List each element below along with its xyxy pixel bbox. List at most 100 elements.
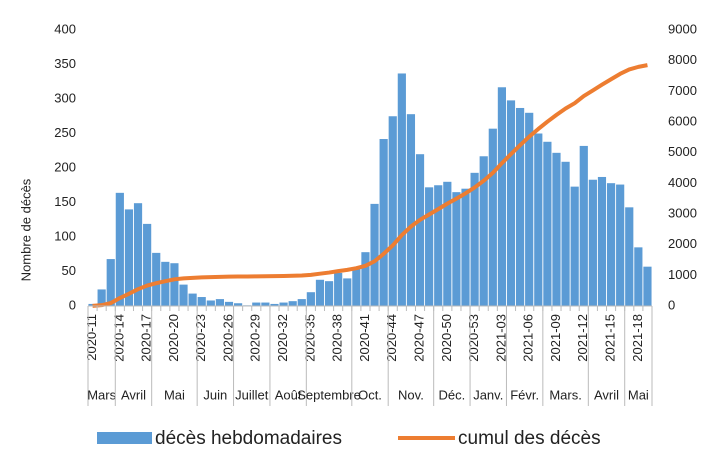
bar xyxy=(215,299,224,306)
bar xyxy=(643,266,652,306)
bar xyxy=(324,281,334,306)
x-tick-label: 2020-53 xyxy=(466,314,481,362)
bar xyxy=(224,301,234,306)
x-tick-label: 2021-18 xyxy=(630,314,645,362)
bar xyxy=(361,252,370,306)
bar xyxy=(516,107,525,306)
bar xyxy=(470,172,479,306)
x-tick-label: 2020-14 xyxy=(111,314,126,362)
month-label: Avril xyxy=(121,387,146,402)
bar xyxy=(570,186,579,306)
y-tick-label: 250 xyxy=(54,125,76,140)
bar xyxy=(506,100,516,306)
y2-tick-label: 4000 xyxy=(668,175,697,190)
x-tick-label: 2020-44 xyxy=(384,314,399,362)
bar xyxy=(197,297,206,306)
month-label: Juin xyxy=(203,387,227,402)
bar xyxy=(306,292,315,306)
legend-swatch xyxy=(97,432,152,444)
y2-tick-label: 0 xyxy=(668,297,675,312)
month-label: Mars. xyxy=(549,387,582,402)
y2-tick-label: 1000 xyxy=(668,267,697,282)
x-tick-label: 2020-11 xyxy=(84,314,99,361)
bar xyxy=(270,303,279,306)
y2-tick-label: 8000 xyxy=(668,52,697,67)
month-label: Juillet xyxy=(235,387,269,402)
month-label: Avril xyxy=(594,387,619,402)
bar xyxy=(379,139,388,306)
month-label: Janv. xyxy=(473,387,503,402)
bar xyxy=(143,223,152,306)
bar xyxy=(334,272,343,306)
month-label: Mai xyxy=(164,387,185,402)
bar xyxy=(288,301,297,306)
bar xyxy=(406,114,416,307)
bar xyxy=(188,293,197,306)
x-tick-label: 2021-12 xyxy=(575,314,590,362)
bar xyxy=(497,87,506,307)
bar xyxy=(234,303,243,306)
bar xyxy=(479,156,488,306)
bar xyxy=(625,207,634,306)
bar xyxy=(397,73,406,306)
bar xyxy=(434,185,443,306)
legend-label: cumul des décès xyxy=(458,428,601,449)
line xyxy=(92,63,648,308)
x-tick-label: 2020-35 xyxy=(302,314,317,362)
month-label: Septembre xyxy=(297,387,361,402)
x-tick-label: 2021-06 xyxy=(521,314,536,362)
bar xyxy=(133,203,143,306)
x-tick-label: 2021-15 xyxy=(603,314,618,362)
bar xyxy=(588,179,597,306)
bar xyxy=(452,192,461,306)
x-tick-label: 2020-26 xyxy=(220,314,235,362)
bar xyxy=(370,203,379,306)
y-axis-label: Nombre de décès xyxy=(18,178,33,281)
bar xyxy=(170,263,179,306)
bar xyxy=(616,184,625,306)
x-tick-label: 2020-32 xyxy=(275,314,290,362)
month-label: Févr. xyxy=(510,387,539,402)
bar xyxy=(443,181,452,306)
y2-tick-label: 6000 xyxy=(668,113,697,128)
legend-label: décès hebdomadaires xyxy=(155,428,342,449)
bar xyxy=(106,259,115,306)
x-tick-label: 2020-20 xyxy=(166,314,181,362)
bar xyxy=(461,188,470,306)
bar xyxy=(561,161,570,306)
y-tick-label: 100 xyxy=(54,228,76,243)
bar xyxy=(415,154,425,306)
month-label: Nov. xyxy=(398,387,424,402)
bar xyxy=(343,278,352,306)
x-tick-label: 2020-29 xyxy=(248,314,263,362)
y2-tick-label: 5000 xyxy=(668,144,697,159)
x-tick-label: 2021-03 xyxy=(493,314,508,362)
bar xyxy=(179,284,188,306)
bar xyxy=(161,261,170,306)
bar xyxy=(388,116,397,306)
y-tick-label: 0 xyxy=(69,297,76,312)
x-tick-label: 2020-17 xyxy=(139,314,154,362)
bar xyxy=(124,209,134,306)
y-tick-label: 300 xyxy=(54,90,76,105)
month-label: Août xyxy=(275,387,302,402)
bar xyxy=(279,302,288,306)
x-tick-label: 2020-47 xyxy=(411,314,426,362)
x-tick-label: 2020-41 xyxy=(357,314,372,362)
bar xyxy=(534,133,543,306)
bar xyxy=(97,289,106,306)
y-tick-label: 400 xyxy=(54,21,76,36)
month-label: Mai xyxy=(628,387,649,402)
y2-tick-label: 3000 xyxy=(668,205,697,220)
bar xyxy=(634,247,643,306)
x-tick-label: 2020-38 xyxy=(330,314,345,362)
bar xyxy=(425,187,434,306)
x-tick-label: 2021-09 xyxy=(548,314,563,362)
bar xyxy=(115,192,124,306)
bar xyxy=(297,299,306,306)
bar xyxy=(206,300,215,306)
month-label: Déc. xyxy=(439,387,466,402)
x-tick-label: 2020-50 xyxy=(439,314,454,362)
bar xyxy=(606,183,616,306)
